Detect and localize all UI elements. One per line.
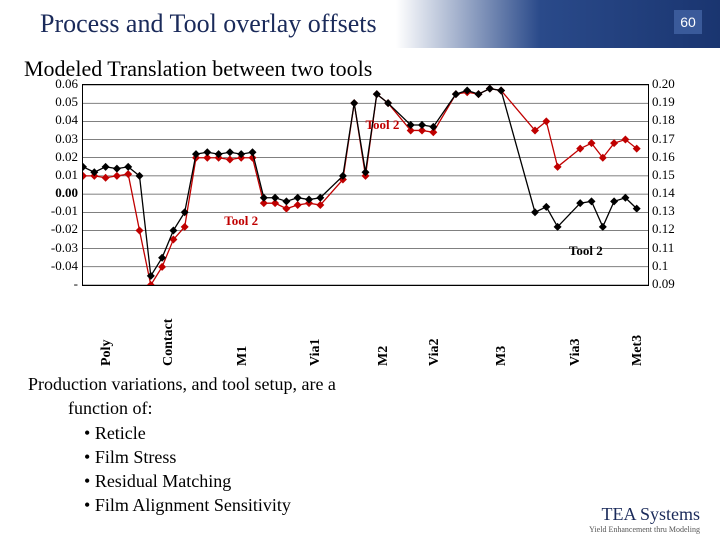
footer-main: TEA Systems — [589, 504, 700, 525]
bullet-0: • Reticle — [84, 421, 720, 445]
footer: TEA Systems Yield Enhancement thru Model… — [589, 504, 700, 534]
chart-annotation: Tool 2 — [569, 243, 603, 259]
x-axis-labels: PolyContactM1Via1M2Via2M3Via3Met3 — [82, 284, 647, 344]
body-text: Production variations, and tool setup, a… — [28, 372, 720, 518]
plot-area: Tool 2 Tool 2 Tool 2 — [82, 84, 649, 286]
body-intro2: function of: — [68, 396, 720, 420]
bullet-1: • Film Stress — [84, 445, 720, 469]
page-number: 60 — [674, 10, 702, 34]
header-title: Process and Tool overlay offsets — [40, 9, 377, 39]
y-axis-right: 0.200.190.180.170.160.150.140.130.120.11… — [650, 84, 690, 314]
chart: 0.060.050.040.030.020.010.00-0.01-0.02-0… — [30, 84, 690, 314]
subtitle: Modeled Translation between two tools — [24, 56, 720, 82]
chart-annotation: Tool 2 — [224, 213, 258, 229]
chart-svg — [83, 85, 648, 285]
body-intro: Production variations, and tool setup, a… — [28, 372, 720, 396]
y-axis-left: 0.060.050.040.030.020.010.00-0.01-0.02-0… — [30, 84, 80, 314]
slide-header: Process and Tool overlay offsets 60 — [0, 0, 720, 48]
chart-annotation: Tool 2 — [366, 117, 400, 133]
bullet-2: • Residual Matching — [84, 469, 720, 493]
footer-sub: Yield Enhancement thru Modeling — [589, 525, 700, 534]
